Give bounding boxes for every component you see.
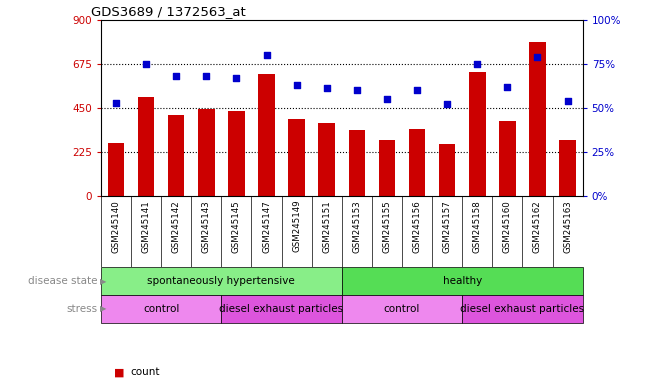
Bar xyxy=(462,295,583,323)
Bar xyxy=(379,140,395,196)
Text: GSM245142: GSM245142 xyxy=(172,200,181,253)
Text: GSM245155: GSM245155 xyxy=(382,200,391,253)
Point xyxy=(562,98,573,104)
Point xyxy=(502,84,512,90)
Bar xyxy=(409,129,425,196)
Point xyxy=(231,75,242,81)
Text: GSM245147: GSM245147 xyxy=(262,200,271,253)
Bar xyxy=(439,144,456,196)
Text: diesel exhaust particles: diesel exhaust particles xyxy=(460,304,585,314)
Bar xyxy=(529,42,546,196)
Bar xyxy=(469,71,486,196)
Text: control: control xyxy=(384,304,420,314)
Text: GSM245141: GSM245141 xyxy=(141,200,150,253)
Bar xyxy=(221,295,342,323)
Bar xyxy=(348,131,365,196)
Bar xyxy=(258,74,275,196)
Point xyxy=(472,61,482,67)
Point xyxy=(141,61,151,67)
Text: GSM245163: GSM245163 xyxy=(563,200,572,253)
Bar xyxy=(138,97,154,196)
Text: GSM245158: GSM245158 xyxy=(473,200,482,253)
Text: GSM245157: GSM245157 xyxy=(443,200,452,253)
Point xyxy=(261,52,271,58)
Bar xyxy=(107,143,124,196)
Bar xyxy=(198,109,215,196)
Point xyxy=(322,85,332,91)
Text: stress: stress xyxy=(66,304,98,314)
Point xyxy=(292,82,302,88)
Text: count: count xyxy=(130,367,159,377)
Text: GSM245151: GSM245151 xyxy=(322,200,331,253)
Bar xyxy=(559,140,576,196)
Text: ▶: ▶ xyxy=(100,304,107,313)
Point xyxy=(381,96,392,102)
Text: diesel exhaust particles: diesel exhaust particles xyxy=(219,304,344,314)
Point xyxy=(201,73,212,79)
Text: healthy: healthy xyxy=(443,276,482,286)
Bar xyxy=(101,295,221,323)
Text: ▶: ▶ xyxy=(100,276,107,286)
Point xyxy=(111,99,121,106)
Text: GDS3689 / 1372563_at: GDS3689 / 1372563_at xyxy=(91,5,246,18)
Bar xyxy=(228,111,245,196)
Text: GSM245149: GSM245149 xyxy=(292,200,301,252)
Bar xyxy=(342,267,583,295)
Text: GSM245145: GSM245145 xyxy=(232,200,241,253)
Point xyxy=(352,87,362,93)
Point xyxy=(442,101,452,108)
Bar xyxy=(342,295,462,323)
Text: GSM245140: GSM245140 xyxy=(111,200,120,253)
Bar xyxy=(499,121,516,196)
Text: spontaneously hypertensive: spontaneously hypertensive xyxy=(148,276,295,286)
Bar xyxy=(288,119,305,196)
Point xyxy=(533,54,543,60)
Bar xyxy=(168,115,184,196)
Point xyxy=(412,87,422,93)
Text: GSM245153: GSM245153 xyxy=(352,200,361,253)
Bar xyxy=(101,267,342,295)
Point xyxy=(171,73,182,79)
Text: control: control xyxy=(143,304,179,314)
Text: disease state: disease state xyxy=(28,276,98,286)
Text: GSM245162: GSM245162 xyxy=(533,200,542,253)
Bar xyxy=(318,122,335,196)
Text: GSM245160: GSM245160 xyxy=(503,200,512,253)
Text: GSM245143: GSM245143 xyxy=(202,200,211,253)
Text: ■: ■ xyxy=(114,367,124,377)
Text: GSM245156: GSM245156 xyxy=(413,200,422,253)
